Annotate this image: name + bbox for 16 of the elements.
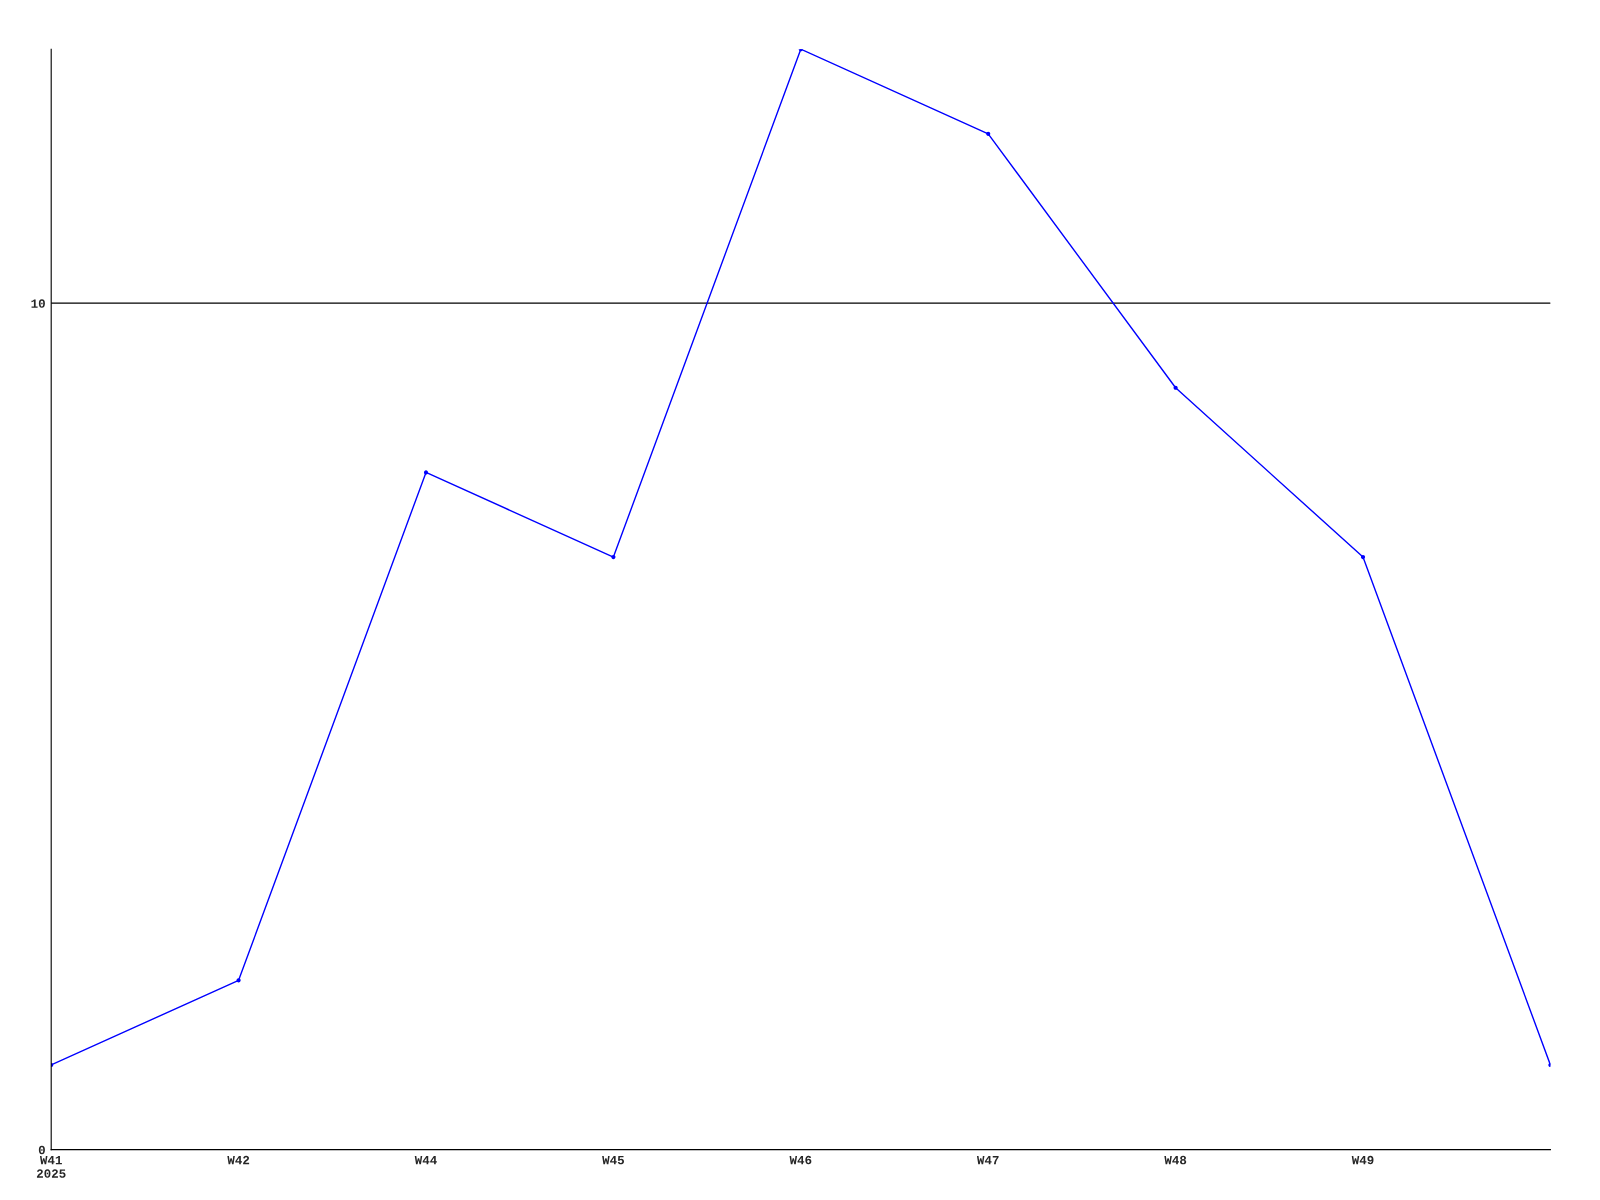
x-tick-label: W45 bbox=[602, 1155, 624, 1165]
x-tick-label: W46 bbox=[789, 1155, 812, 1165]
y-tick-label: 0 bbox=[38, 1145, 45, 1155]
x-tick-label: W42 bbox=[227, 1155, 250, 1165]
point bbox=[986, 131, 991, 136]
x-tick-label: W47 bbox=[976, 1155, 999, 1165]
point bbox=[1173, 385, 1178, 390]
line-series bbox=[51, 49, 1551, 1068]
x-tick-label: W41 2025 bbox=[36, 1155, 66, 1178]
point bbox=[611, 554, 616, 560]
x-tick-label: W49 bbox=[1351, 1155, 1374, 1165]
x-tick-label: W44 bbox=[414, 1155, 437, 1165]
point bbox=[423, 470, 429, 475]
x-tick-label: W48 bbox=[1164, 1155, 1187, 1165]
point bbox=[1360, 554, 1366, 560]
y-tick-label: 10 bbox=[31, 299, 45, 308]
